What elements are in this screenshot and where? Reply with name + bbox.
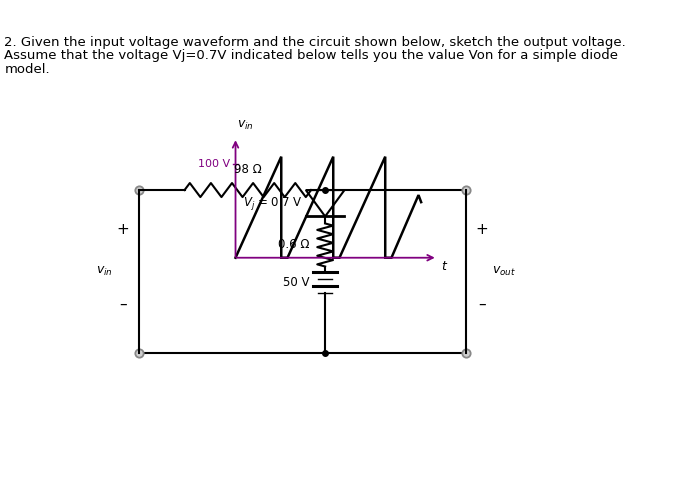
Text: Assume that the voltage Vj=0.7V indicated below tells you the value Von for a si: Assume that the voltage Vj=0.7V indicate… [4, 50, 618, 63]
Text: $v_{out}$: $v_{out}$ [492, 265, 516, 278]
Text: +: + [475, 222, 488, 237]
Text: model.: model. [4, 63, 50, 76]
Text: 98 Ω: 98 Ω [234, 163, 262, 176]
Text: $t$: $t$ [441, 260, 449, 273]
Text: 0.6 Ω: 0.6 Ω [278, 239, 309, 251]
Text: –: – [119, 297, 127, 312]
Text: +: + [117, 222, 130, 237]
Text: $v_{in}$: $v_{in}$ [237, 119, 254, 132]
Text: 100 V: 100 V [198, 159, 230, 168]
Text: 2. Given the input voltage waveform and the circuit shown below, sketch the outp: 2. Given the input voltage waveform and … [4, 36, 626, 49]
Text: 50 V: 50 V [283, 276, 309, 289]
Text: $V_j$ = 0.7 V: $V_j$ = 0.7 V [243, 195, 302, 212]
Text: $v_{in}$: $v_{in}$ [96, 265, 113, 278]
Text: –: – [478, 297, 485, 312]
